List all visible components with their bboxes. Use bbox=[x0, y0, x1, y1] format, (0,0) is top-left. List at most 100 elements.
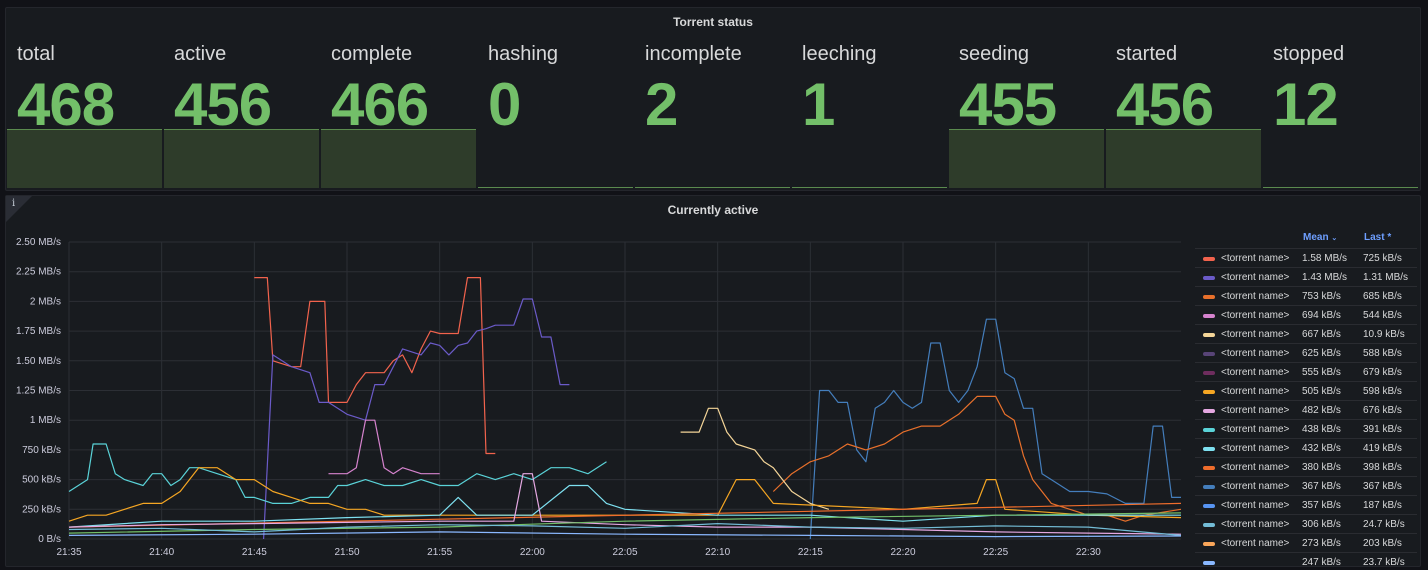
legend-swatch bbox=[1203, 428, 1215, 432]
legend-swatch bbox=[1203, 257, 1215, 261]
legend-last-header[interactable]: Last * bbox=[1364, 232, 1392, 243]
legend-mean: 1.43 MB/s bbox=[1302, 272, 1348, 283]
legend-name: <torrent name> bbox=[1221, 462, 1290, 473]
legend-name: <torrent name> bbox=[1221, 481, 1290, 492]
series-line-6[interactable] bbox=[328, 419, 440, 475]
x-tick-label: 22:10 bbox=[705, 547, 730, 558]
stat-sparkline bbox=[7, 129, 162, 188]
legend-name: <torrent name> bbox=[1221, 386, 1290, 397]
legend-name: <torrent name> bbox=[1221, 348, 1290, 359]
x-tick-label: 21:55 bbox=[427, 547, 452, 558]
currently-active-panel: i Currently active 0 B/s 250 kB/s 500 kB/s… bbox=[5, 195, 1421, 567]
stat-value: 1 bbox=[802, 71, 835, 138]
legend-row[interactable]: <torrent name> 438 kB/s 391 kB/s bbox=[1195, 419, 1417, 438]
legend-last: 598 kB/s bbox=[1363, 386, 1402, 397]
stat-label: leeching bbox=[802, 43, 877, 65]
series-line-5[interactable] bbox=[680, 407, 830, 510]
legend-row[interactable]: <torrent name> 505 kB/s 598 kB/s bbox=[1195, 381, 1417, 400]
series-line-13[interactable] bbox=[68, 523, 1182, 536]
legend-swatch bbox=[1203, 371, 1215, 375]
legend-last: 419 kB/s bbox=[1363, 443, 1402, 454]
legend-row[interactable]: <torrent name> 482 kB/s 676 kB/s bbox=[1195, 400, 1417, 419]
x-tick-label: 22:30 bbox=[1076, 547, 1101, 558]
legend-name: <torrent name> bbox=[1221, 272, 1290, 283]
stat-started: started 456 bbox=[1106, 8, 1263, 190]
y-tick-label: 1.50 MB/s bbox=[16, 356, 61, 367]
legend-swatch bbox=[1203, 409, 1215, 413]
legend-mean: 482 kB/s bbox=[1302, 405, 1341, 416]
y-tick-label: 0 B/s bbox=[38, 534, 61, 545]
legend-row[interactable]: 247 kB/s 23.7 kB/s bbox=[1195, 552, 1417, 566]
stat-value: 456 bbox=[1116, 71, 1214, 138]
stat-label: total bbox=[17, 43, 55, 65]
legend-name: <torrent name> bbox=[1221, 443, 1290, 454]
legend-row[interactable]: <torrent name> 432 kB/s 419 kB/s bbox=[1195, 438, 1417, 457]
legend-last: 1.31 MB/s bbox=[1363, 272, 1409, 283]
legend-mean: 505 kB/s bbox=[1302, 386, 1341, 397]
legend-row[interactable]: <torrent name> 753 kB/s 685 kB/s bbox=[1195, 286, 1417, 305]
stat-sparkline bbox=[949, 129, 1104, 188]
legend-row[interactable]: <torrent name> 357 kB/s 187 kB/s bbox=[1195, 495, 1417, 514]
legend-name: <torrent name> bbox=[1221, 519, 1290, 530]
torrent-status-panel: Torrent status total 468 active 456 complete… bbox=[5, 7, 1421, 191]
legend-row[interactable]: <torrent name> 694 kB/s 544 kB/s bbox=[1195, 305, 1417, 324]
legend-swatch bbox=[1203, 466, 1215, 470]
series-line-7[interactable] bbox=[68, 443, 607, 504]
x-tick-label: 21:50 bbox=[334, 547, 359, 558]
legend-name: <torrent name> bbox=[1221, 291, 1290, 302]
info-icon[interactable]: i bbox=[12, 198, 16, 209]
legend-row[interactable]: <torrent name> 667 kB/s 10.9 kB/s bbox=[1195, 324, 1417, 343]
chart-legend: Mean ⌄ Last * <torrent name> 1.58 MB/s 725… bbox=[1195, 232, 1417, 566]
legend-mean: 753 kB/s bbox=[1302, 291, 1341, 302]
legend-mean: 380 kB/s bbox=[1302, 462, 1341, 473]
series-line-3[interactable] bbox=[809, 318, 1181, 540]
legend-row[interactable]: <torrent name> 1.58 MB/s 725 kB/s bbox=[1195, 248, 1417, 267]
x-tick-label: 21:45 bbox=[242, 547, 267, 558]
info-corner[interactable] bbox=[6, 196, 32, 222]
series-line-11[interactable] bbox=[68, 473, 1182, 535]
legend-last: 367 kB/s bbox=[1363, 481, 1402, 492]
stat-complete: complete 466 bbox=[321, 8, 478, 190]
legend-last: 187 kB/s bbox=[1363, 500, 1402, 511]
series-line-9[interactable] bbox=[68, 484, 1181, 528]
legend-swatch bbox=[1203, 295, 1215, 299]
legend-swatch bbox=[1203, 390, 1215, 394]
stat-sparkline bbox=[164, 129, 319, 188]
series-line-12[interactable] bbox=[68, 512, 1182, 534]
stat-total: total 468 bbox=[7, 8, 164, 190]
legend-row[interactable]: <torrent name> 273 kB/s 203 kB/s bbox=[1195, 533, 1417, 552]
stat-value: 0 bbox=[488, 71, 521, 138]
legend-name: <torrent name> bbox=[1221, 253, 1290, 264]
x-tick-label: 22:05 bbox=[612, 547, 637, 558]
stat-label: incomplete bbox=[645, 43, 742, 65]
panel-title: Currently active bbox=[667, 203, 759, 217]
series-line-2[interactable] bbox=[263, 298, 570, 540]
legend-row[interactable]: <torrent name> 367 kB/s 367 kB/s bbox=[1195, 476, 1417, 495]
stat-sparkline bbox=[1106, 129, 1261, 188]
series-line-1[interactable] bbox=[254, 276, 496, 455]
stat-sparkline bbox=[635, 187, 790, 188]
y-tick-label: 2.25 MB/s bbox=[16, 267, 61, 278]
legend-mean: 247 kB/s bbox=[1302, 557, 1341, 566]
legend-last: 676 kB/s bbox=[1363, 405, 1402, 416]
legend-row[interactable]: <torrent name> 555 kB/s 679 kB/s bbox=[1195, 362, 1417, 381]
legend-name: <torrent name> bbox=[1221, 405, 1290, 416]
x-tick-label: 21:40 bbox=[149, 547, 174, 558]
legend-last: 725 kB/s bbox=[1363, 253, 1402, 264]
series-line-8[interactable] bbox=[68, 467, 1182, 522]
x-tick-label: 21:35 bbox=[56, 547, 81, 558]
legend-row[interactable]: <torrent name> 380 kB/s 398 kB/s bbox=[1195, 457, 1417, 476]
legend-mean-header[interactable]: Mean ⌄ bbox=[1303, 232, 1338, 243]
legend-mean: 357 kB/s bbox=[1302, 500, 1341, 511]
legend-row[interactable]: <torrent name> 1.43 MB/s 1.31 MB/s bbox=[1195, 267, 1417, 286]
legend-row[interactable]: <torrent name> 625 kB/s 588 kB/s bbox=[1195, 343, 1417, 362]
y-tick-label: 1 MB/s bbox=[30, 415, 61, 426]
stat-label: complete bbox=[331, 43, 413, 65]
legend-name: <torrent name> bbox=[1221, 329, 1290, 340]
legend-row[interactable]: <torrent name> 306 kB/s 24.7 kB/s bbox=[1195, 514, 1417, 533]
series-line-14[interactable] bbox=[68, 531, 1182, 538]
stat-sparkline bbox=[321, 129, 476, 188]
legend-last: 679 kB/s bbox=[1363, 367, 1402, 378]
legend-mean: 625 kB/s bbox=[1302, 348, 1341, 359]
x-tick-label: 22:00 bbox=[520, 547, 545, 558]
